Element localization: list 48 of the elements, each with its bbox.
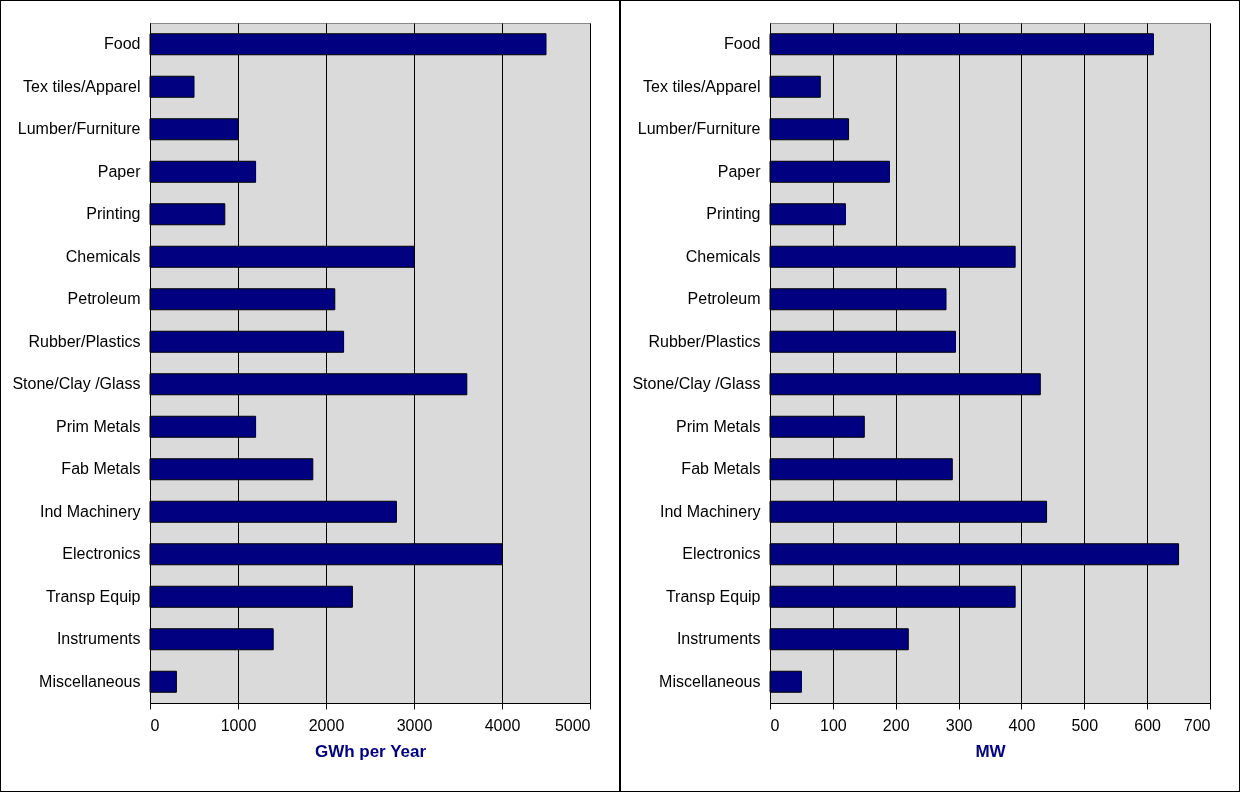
x-tick-label: 0 <box>770 716 780 734</box>
y-tick-label: Miscellaneous <box>659 672 761 690</box>
x-tick-label: 700 <box>1183 716 1211 734</box>
y-tick-label: Lumber/Furniture <box>17 120 141 138</box>
y-tick-label: Chemicals <box>685 247 761 265</box>
x-tick-label: 0 <box>150 716 160 734</box>
y-tick-label: Stone/Clay /Glass <box>12 375 141 393</box>
x-axis-title: GWh per Year <box>314 741 427 761</box>
y-tick-label: Fab Metals <box>681 460 761 478</box>
x-tick-label: 100 <box>820 716 847 734</box>
x-tick-label: 300 <box>945 716 973 734</box>
y-tick-label: Prim Metals <box>56 417 141 435</box>
x-tick-label: 1000 <box>220 716 257 734</box>
y-tick-label: Electronics <box>682 545 761 563</box>
y-tick-label: Chemicals <box>65 247 141 265</box>
y-tick-label: Stone/Clay /Glass <box>632 375 761 393</box>
y-tick-label: Petroleum <box>67 290 141 308</box>
y-tick-label: Instruments <box>676 630 761 648</box>
y-tick-label: Petroleum <box>687 290 761 308</box>
y-tick-label: Rubber/Plastics <box>648 332 761 350</box>
x-tick-label: 500 <box>1071 716 1099 734</box>
y-tick-label: Food <box>724 35 761 53</box>
y-tick-label: Fab Metals <box>61 460 141 478</box>
y-tick-label: Ind Machinery <box>660 502 761 520</box>
x-tick-label: 3000 <box>396 716 433 734</box>
y-tick-label: Miscellaneous <box>39 672 141 690</box>
y-tick-label: Prim Metals <box>676 417 761 435</box>
y-tick-label: Electronics <box>62 545 141 563</box>
y-tick-label: Lumber/Furniture <box>637 120 761 138</box>
y-tick-label: Paper <box>717 162 762 180</box>
y-tick-label: Food <box>104 35 141 53</box>
y-tick-label: Ind Machinery <box>40 502 141 520</box>
y-tick-label: Printing <box>706 205 761 223</box>
y-tick-label: Transp Equip <box>665 587 761 605</box>
x-axis-title: MW <box>975 741 1007 761</box>
x-tick-label: 5000 <box>554 716 591 734</box>
y-tick-label: Tex tiles/Apparel <box>23 77 141 95</box>
y-tick-label: Paper <box>97 162 142 180</box>
x-tick-label: 600 <box>1134 716 1162 734</box>
x-tick-label: 2000 <box>308 716 345 734</box>
x-tick-label: 400 <box>1008 716 1036 734</box>
x-tick-label: 200 <box>882 716 910 734</box>
y-tick-label: Transp Equip <box>45 587 141 605</box>
y-tick-label: Rubber/Plastics <box>28 332 141 350</box>
y-tick-label: Tex tiles/Apparel <box>643 77 761 95</box>
x-tick-label: 4000 <box>484 716 521 734</box>
y-tick-label: Printing <box>86 205 141 223</box>
y-tick-label: Instruments <box>56 630 141 648</box>
